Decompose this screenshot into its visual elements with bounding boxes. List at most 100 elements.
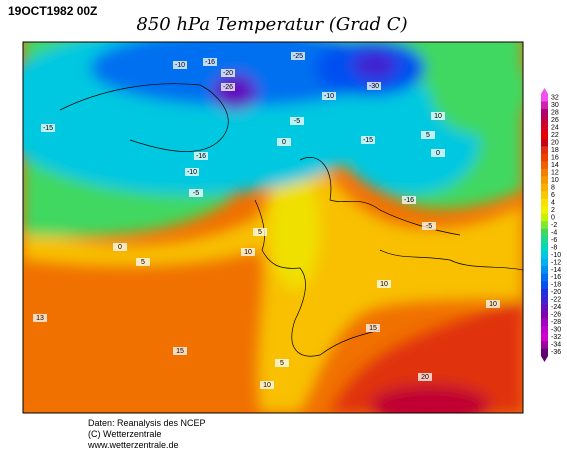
footer-line: Daten: Reanalysis des NCEP bbox=[88, 418, 206, 428]
contour-label: 0 bbox=[282, 139, 286, 146]
colorbar-label: -8 bbox=[551, 244, 557, 251]
colorbar-swatch bbox=[541, 333, 548, 342]
colorbar-swatch bbox=[541, 266, 548, 274]
colorbar-swatch bbox=[541, 341, 548, 349]
colorbar-swatch bbox=[541, 123, 548, 132]
colorbar-swatch bbox=[541, 176, 548, 185]
colorbar-label: 10 bbox=[551, 177, 559, 184]
contour-label-box bbox=[418, 373, 432, 381]
footer-line: (C) Wetterzentrale bbox=[88, 429, 161, 439]
colorbar-label: -14 bbox=[551, 267, 561, 274]
colorbar-label: -24 bbox=[551, 304, 561, 311]
colorbar-label: -26 bbox=[551, 312, 561, 319]
contour-label: 0 bbox=[118, 244, 122, 251]
contour-label-box bbox=[367, 82, 381, 90]
contour-label-box bbox=[291, 52, 305, 60]
colorbar-swatch bbox=[541, 288, 548, 297]
contour-label-box bbox=[173, 347, 187, 355]
timestamp: 19OCT1982 00Z bbox=[8, 4, 97, 18]
contour-label: 10 bbox=[489, 301, 497, 308]
contour-label: -5 bbox=[193, 190, 199, 197]
contour-label: 5 bbox=[426, 132, 430, 139]
contour-label: -20 bbox=[223, 70, 233, 77]
colorbar-label: 16 bbox=[551, 154, 559, 161]
footer-line: www.wetterzentrale.de bbox=[87, 440, 179, 450]
colorbar-swatch bbox=[541, 153, 548, 162]
colorbar-arrow bbox=[541, 356, 548, 362]
contour-label-box bbox=[203, 58, 217, 66]
contour-label: 10 bbox=[244, 249, 252, 256]
contour-label-box bbox=[290, 117, 304, 125]
contour-label: -10 bbox=[187, 169, 197, 176]
colorbar-swatch bbox=[541, 101, 548, 110]
colorbar-swatch bbox=[541, 303, 548, 312]
contour-label-box bbox=[253, 228, 267, 236]
colorbar-swatch bbox=[541, 326, 548, 334]
contour-label: 13 bbox=[36, 315, 44, 322]
colorbar-swatch bbox=[541, 161, 548, 170]
contour-label-box bbox=[260, 381, 274, 389]
colorbar-swatch bbox=[541, 146, 548, 155]
colorbar-swatch bbox=[541, 273, 548, 282]
colorbar-label: 24 bbox=[551, 125, 559, 132]
colorbar-label: 28 bbox=[551, 110, 559, 117]
contour-label: -26 bbox=[223, 84, 233, 91]
contour-label-box bbox=[194, 152, 208, 160]
contour-label-box bbox=[113, 243, 127, 251]
colorbar-swatch bbox=[541, 108, 548, 117]
colorbar-swatch bbox=[541, 348, 548, 357]
colorbar-swatch bbox=[541, 168, 548, 177]
contour-label-box bbox=[189, 189, 203, 197]
contour-label: 5 bbox=[280, 360, 284, 367]
colorbar-label: 0 bbox=[551, 214, 555, 221]
title: 850 hPa Temperatur (Grad C) bbox=[136, 14, 407, 35]
colorbar-label: -22 bbox=[551, 297, 561, 304]
contour-label-box bbox=[33, 314, 47, 322]
colorbar-swatch bbox=[541, 138, 548, 147]
colorbar-label: -4 bbox=[551, 229, 557, 236]
contour-label-box bbox=[241, 248, 255, 256]
colorbar-label: -12 bbox=[551, 259, 561, 266]
contour-label-box bbox=[421, 131, 435, 139]
colorbar-arrow bbox=[541, 88, 548, 94]
colorbar-swatch bbox=[541, 236, 548, 245]
contour-labels: -16 -20 -26 -10 -25 -30 -10 -15 -5 -16 -10 -5 0 -15 5 1… bbox=[33, 52, 500, 389]
colorbar-label: 32 bbox=[551, 95, 559, 102]
contour-label: -15 bbox=[363, 137, 373, 144]
colorbar-label: 8 bbox=[551, 184, 555, 191]
colorbar-swatch bbox=[541, 198, 548, 207]
colorbar-label: -10 bbox=[551, 252, 561, 259]
colorbar-label: -28 bbox=[551, 319, 561, 326]
contour-label-box bbox=[277, 138, 291, 146]
contour-label: -5 bbox=[426, 223, 432, 230]
contour-label-box bbox=[322, 92, 336, 100]
map-frame bbox=[22, 41, 524, 414]
colorbar-label: 22 bbox=[551, 132, 559, 139]
colorbar-label: 20 bbox=[551, 140, 559, 147]
colorbar-swatch bbox=[541, 296, 548, 304]
contour-label: -10 bbox=[324, 93, 334, 100]
contour-label-box bbox=[361, 136, 375, 144]
colorbar-swatch bbox=[541, 191, 548, 200]
colorbar-swatch bbox=[541, 243, 548, 252]
colorbar-swatch bbox=[541, 258, 548, 267]
contour-label: -16 bbox=[196, 153, 206, 160]
colorbar-swatch bbox=[541, 206, 548, 215]
contour-label-box bbox=[221, 69, 235, 77]
colorbar-label: 2 bbox=[551, 207, 555, 214]
contour-label: -15 bbox=[43, 125, 53, 132]
contour-label: 10 bbox=[263, 382, 271, 389]
colorbar-label: 6 bbox=[551, 192, 555, 199]
contour-label-box bbox=[431, 149, 445, 157]
colorbar-swatch bbox=[541, 221, 548, 230]
contour-label-box bbox=[275, 359, 289, 367]
colorbar-swatch bbox=[541, 183, 548, 192]
colorbar-label: -30 bbox=[551, 327, 561, 334]
contour-label-box bbox=[185, 168, 199, 176]
colorbar-label: -32 bbox=[551, 334, 561, 341]
contour-label: 0 bbox=[436, 150, 440, 157]
colorbar-swatch bbox=[541, 251, 548, 259]
colorbar-label: 14 bbox=[551, 162, 559, 169]
colorbar-swatch bbox=[541, 131, 548, 140]
